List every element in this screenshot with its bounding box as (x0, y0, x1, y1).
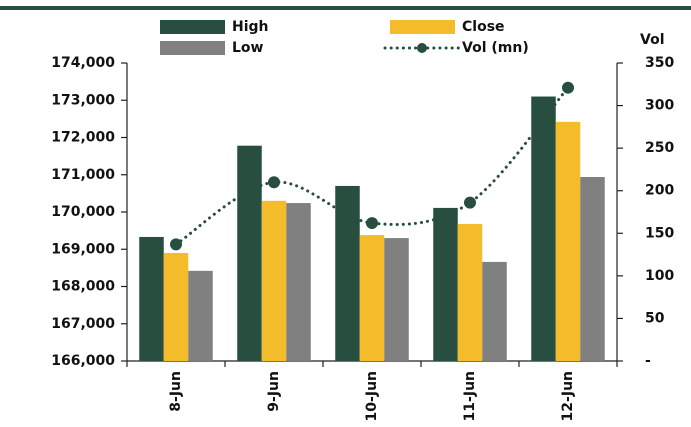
bar (359, 235, 385, 361)
y2-tick-label: 200 (645, 183, 674, 199)
bar (286, 203, 311, 361)
y-tick-label: 173,000 (51, 92, 115, 108)
x-tick-label: 12-Jun (560, 371, 576, 421)
legend-label: Vol (mn) (462, 40, 529, 56)
top-rule (0, 6, 691, 10)
y-tick-label: 174,000 (51, 55, 115, 71)
bar (163, 252, 189, 361)
bar (482, 261, 507, 361)
y-tick-label: 168,000 (51, 279, 115, 295)
x-tick-label: 9-Jun (266, 371, 282, 412)
y-tick-label: 171,000 (51, 167, 115, 183)
y-tick-label: 166,000 (51, 353, 115, 369)
x-tick-label: 11-Jun (462, 371, 478, 421)
y2-tick-label: 50 (645, 310, 665, 326)
bar (335, 185, 360, 361)
vol-marker (366, 217, 378, 230)
bar (188, 270, 213, 361)
bar (384, 238, 409, 361)
y2-tick-label: 250 (645, 140, 674, 156)
y2-axis-title: Vol (640, 32, 665, 48)
bar (433, 207, 458, 361)
legend-label: High (232, 19, 269, 35)
bar (237, 145, 262, 361)
y2-tick-label: - (645, 353, 651, 369)
y2-tick-label: 150 (645, 225, 674, 241)
bar (139, 236, 164, 361)
bar (580, 176, 605, 361)
legend-label: Close (462, 19, 505, 35)
bar (457, 223, 483, 361)
y2-tick-label: 300 (645, 98, 674, 114)
legend-swatch (160, 20, 225, 34)
bar (531, 96, 556, 362)
legend-marker (417, 43, 427, 53)
vol-marker (464, 196, 476, 209)
legend-swatch (160, 41, 225, 55)
y-tick-label: 169,000 (51, 241, 115, 257)
y-tick-label: 170,000 (51, 204, 115, 220)
x-tick-label: 10-Jun (364, 371, 380, 421)
y2-tick-label: 350 (645, 55, 674, 71)
vol-marker (268, 176, 280, 189)
legend-label: Low (232, 40, 264, 56)
vol-marker (170, 238, 182, 251)
y2-tick-label: 100 (645, 268, 674, 284)
y-tick-label: 172,000 (51, 130, 115, 146)
bar (555, 121, 581, 361)
legend-swatch (390, 20, 455, 34)
y-tick-label: 167,000 (51, 316, 115, 332)
x-tick-label: 8-Jun (168, 371, 184, 412)
bar (261, 200, 287, 361)
vol-marker (562, 81, 574, 94)
